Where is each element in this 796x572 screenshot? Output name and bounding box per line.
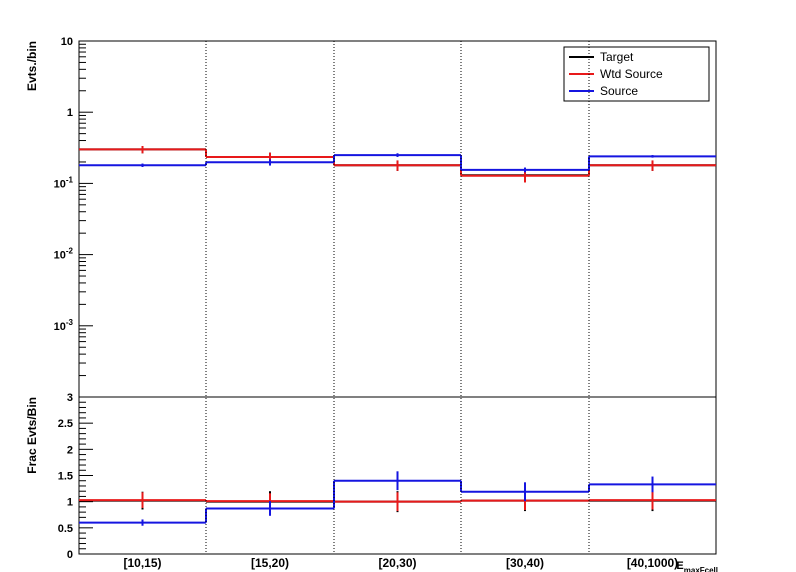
x-tick-label: [30,40): [506, 556, 544, 570]
x-tick-label: [20,30): [378, 556, 416, 570]
y-tick-label: 2: [67, 444, 73, 456]
legend: Target Wtd Source Source: [563, 46, 710, 102]
x-tick-label: [40,1000): [627, 556, 678, 570]
x-axis-label: EmaxFcell: [676, 560, 718, 572]
x-tick-label: [15,20): [251, 556, 289, 570]
legend-label: Wtd Source: [600, 67, 663, 81]
y-tick-label: 2.5: [58, 418, 73, 430]
y-tick-label: 3: [67, 392, 73, 404]
y-tick-label: 1: [67, 107, 73, 119]
y-tick-label: 0: [67, 549, 73, 561]
y-axis-label: Evts./bin: [25, 41, 39, 91]
y-tick-label: 0.5: [58, 523, 73, 535]
y-tick-label: 10-1: [54, 175, 74, 190]
y-axis-label: Frac Evts/Bin: [25, 397, 39, 474]
legend-label: Target: [600, 50, 634, 64]
y-tick-label: 10-3: [54, 318, 74, 333]
legend-label: Source: [600, 84, 638, 98]
y-tick-label: 10: [61, 36, 73, 48]
x-tick-label: [10,15): [123, 556, 161, 570]
y-tick-label: 1.5: [58, 471, 73, 483]
ratio-panel: 0 0.5 1 1.5 2 2.5 3 Frac Evts/Bin [10,15) [15,20)…: [25, 392, 718, 572]
y-tick-label: 1: [67, 497, 73, 509]
y-tick-label: 10-2: [54, 247, 74, 262]
